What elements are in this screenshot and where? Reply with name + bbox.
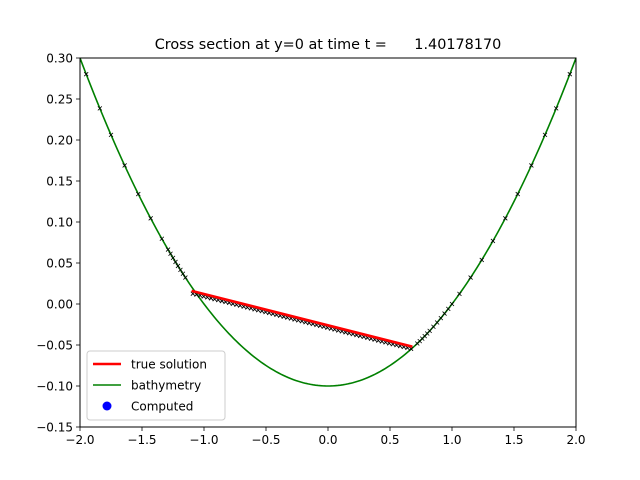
x-tick-label: −1.0	[189, 433, 218, 447]
y-tick-label: 0.20	[46, 134, 73, 148]
bathymetry-marker	[175, 263, 181, 269]
bathymetry-marker	[83, 71, 89, 77]
bathymetry-marker	[168, 251, 173, 257]
legend-label: bathymetry	[131, 379, 201, 393]
bathymetry-marker	[108, 132, 114, 138]
legend-label: Computed	[131, 400, 193, 414]
bathymetry-marker	[442, 311, 447, 316]
x-tick-label: −2.0	[65, 433, 94, 447]
bathymetry-marker	[159, 236, 165, 242]
y-tick-label: 0.25	[46, 93, 73, 107]
chart-title: Cross section at y=0 at time t = 1.40178…	[155, 37, 502, 53]
bathymetry-marker	[503, 216, 508, 221]
bathymetry-marker	[457, 291, 462, 297]
x-tick-label: 1.0	[442, 433, 461, 447]
x-tick-label: −0.5	[251, 433, 280, 447]
y-tick-label: 0.05	[46, 257, 73, 271]
bathymetry-marker	[148, 216, 153, 221]
bathymetry-marker	[529, 163, 534, 168]
bathymetry-marker	[449, 301, 455, 307]
bathymetry-marker	[490, 238, 496, 244]
bathymetry-marker	[180, 271, 186, 277]
bathymetry-marker	[438, 315, 444, 321]
x-tick-label: −1.5	[127, 433, 156, 447]
bathymetry-marker	[542, 132, 548, 138]
legend: true solution bathymetry Computed	[86, 350, 226, 421]
bathymetry-marker	[178, 267, 183, 273]
bathymetry-marker	[479, 257, 485, 263]
y-tick-label: −0.15	[36, 421, 73, 435]
bathymetry-marker	[515, 191, 521, 197]
legend-label: true solution	[131, 358, 207, 372]
bathymetry-marker	[173, 259, 178, 265]
bathymetry-marker	[427, 328, 432, 334]
axes: −2.0 −1.5 −1.0 −0.5 0.0 0.5 1.0 1.5 2.0 −0.15 −0.1…	[36, 52, 585, 448]
y-tick-label: 0.00	[46, 298, 73, 312]
x-tick-label: 0.5	[380, 433, 399, 447]
series-true-solution-line	[191, 289, 413, 348]
computed-point	[408, 346, 414, 352]
plot-area	[80, 58, 576, 387]
y-tick-label: −0.10	[36, 380, 73, 394]
y-tick-label: 0.30	[46, 52, 73, 66]
legend-swatch	[102, 401, 112, 411]
bathymetry-marker	[97, 106, 103, 111]
series-bathymetry-line	[80, 58, 576, 387]
x-tick-label: 0.0	[318, 433, 337, 447]
y-tick-label: 0.15	[46, 175, 73, 189]
bathymetry-marker	[434, 320, 440, 325]
y-tick-label: 0.10	[46, 216, 73, 230]
bathymetry-marker	[170, 255, 176, 261]
bathymetry-marker	[183, 275, 188, 280]
bathymetry-marker	[122, 163, 127, 168]
bathymetry-marker	[567, 71, 573, 77]
bathymetry-marker	[431, 324, 436, 330]
y-tick-label: −0.05	[36, 339, 73, 353]
bathymetry-marker	[553, 106, 559, 111]
bathymetry-marker	[468, 275, 473, 280]
bathymetry-marker	[445, 306, 451, 312]
legend-box	[86, 350, 226, 421]
bathymetry-marker	[165, 247, 171, 252]
x-tick-label: 2.0	[566, 433, 585, 447]
bathymetry-marker	[135, 191, 141, 197]
x-tick-label: 1.5	[504, 433, 523, 447]
